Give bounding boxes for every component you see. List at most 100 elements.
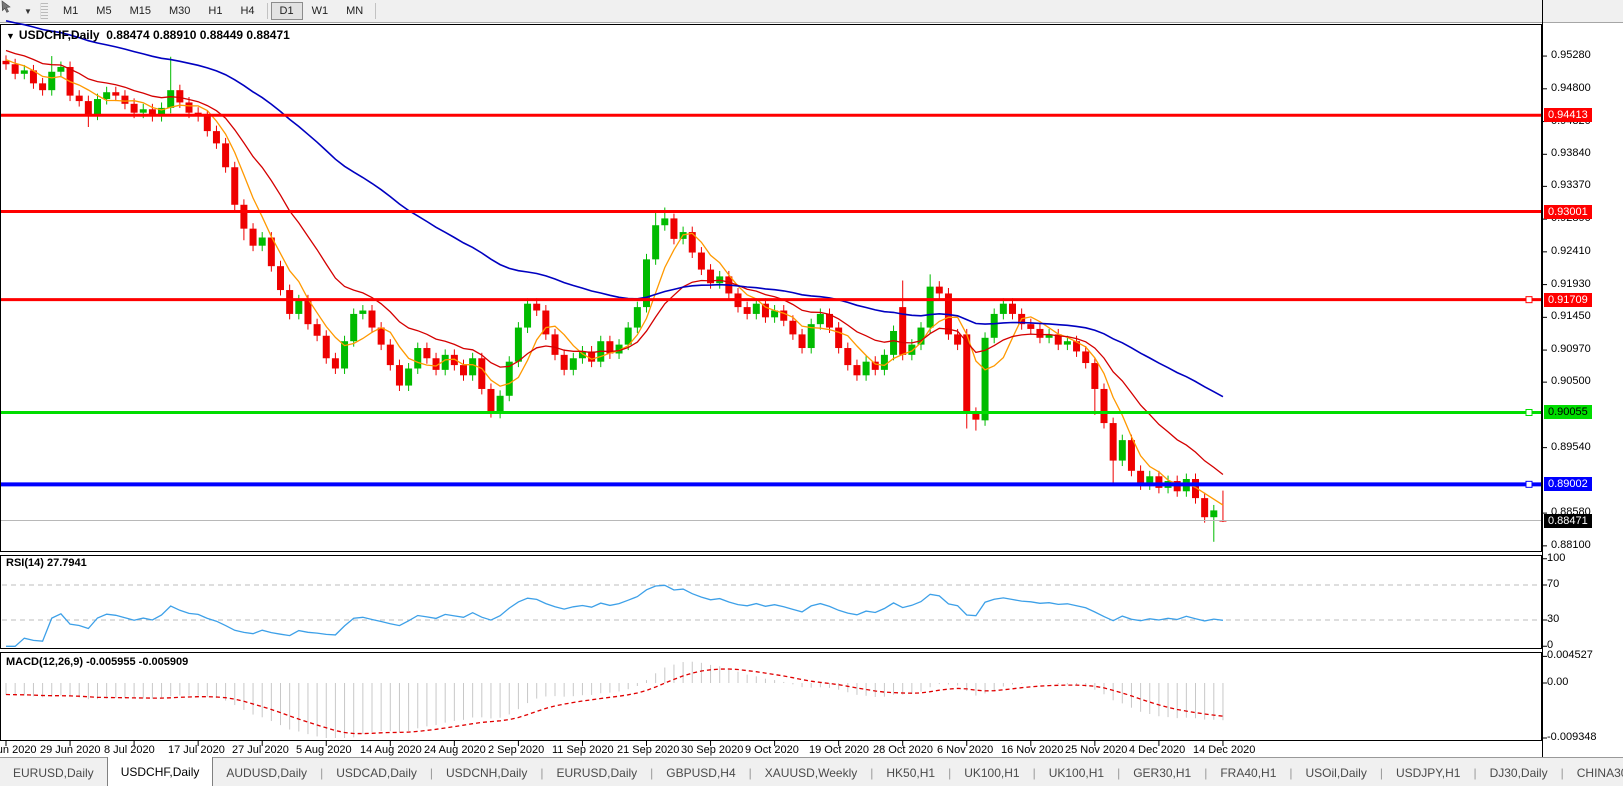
date-axis-label: 25 Nov 2020 (1065, 744, 1128, 756)
tab-separator: | (1032, 765, 1036, 780)
tab-fra40-h1[interactable]: FRA40,H1 (1220, 765, 1277, 780)
main-panel-frame (0, 24, 1542, 552)
candle-body (39, 83, 47, 91)
candle-body (697, 252, 705, 270)
toolbar: ▼ M1 M5 M15 M30 H1 H4 D1 W1 MN (0, 0, 1623, 23)
candle-body (176, 90, 184, 103)
candle-body (258, 237, 266, 246)
collapse-triangle-icon[interactable]: ▼ (6, 31, 15, 41)
tab-usdcad-daily[interactable]: USDCAD,Daily (336, 765, 417, 780)
timeframe-button-m30[interactable]: M30 (168, 5, 191, 17)
price-line-badge-0.89002: 0.89002 (1544, 477, 1592, 491)
tab-dj30-daily[interactable]: DJ30,Daily (1489, 765, 1548, 780)
tab-audusd-daily[interactable]: AUDUSD,Daily (226, 765, 308, 780)
candle-body (899, 307, 907, 355)
candle-body (386, 344, 394, 366)
candle-body (249, 228, 257, 246)
candle-body (341, 341, 349, 369)
chart-title: ▼ USDCHF,Daily 0.88474 0.88910 0.88449 0.… (6, 28, 290, 42)
rsi-axis-label: 30 (1547, 613, 1560, 625)
timeframe-button-d1[interactable]: D1 (270, 2, 303, 20)
chart-tab-bar: EURUSD,Daily USDCHF,Daily AUDUSD,Daily | USD… (0, 757, 1623, 786)
candle-body (112, 92, 120, 96)
tab-separator: | (1289, 765, 1293, 780)
tab-xauusd-weekly[interactable]: XAUUSD,Weekly (764, 765, 858, 780)
candle-body (450, 354, 458, 366)
candle-body (807, 324, 815, 349)
timeframe-button-m15[interactable]: M15 (129, 5, 151, 17)
tab-ger30-h1[interactable]: GER30,H1 (1133, 765, 1192, 780)
date-axis-label: 28 Oct 2020 (873, 744, 933, 756)
candle-body (560, 354, 568, 370)
hline-handle[interactable] (1525, 296, 1533, 304)
tab-usoil-daily[interactable]: USOil,Daily (1305, 765, 1367, 780)
price-line-badge-0.94413: 0.94413 (1544, 108, 1592, 122)
tab-uk100-h1[interactable]: UK100,H1 (964, 765, 1020, 780)
candle-body (395, 365, 403, 386)
candle-body (862, 361, 870, 376)
rsi-axis-label: 100 (1547, 552, 1566, 564)
date-axis-label: 17 Jul 2020 (168, 744, 225, 756)
candle-body (954, 334, 962, 345)
macd-label: MACD(12,26,9) -0.005955 -0.005909 (6, 656, 189, 668)
candle-body (1109, 423, 1117, 461)
tab-china300-h1[interactable]: CHINA300,H1 (1576, 765, 1623, 780)
tab-eurusd-daily[interactable]: EURUSD,Daily (556, 765, 638, 780)
candle-body (963, 334, 971, 413)
macd-signal-line (5, 668, 1224, 735)
candle-body (826, 313, 833, 328)
price-axis-label: 0.92410 (1551, 245, 1591, 257)
timeframe-button-w1[interactable]: W1 (311, 5, 329, 17)
candle-body (368, 310, 376, 328)
tab-hk50-h1[interactable]: HK50,H1 (886, 765, 936, 780)
candle-body (633, 307, 641, 328)
tab-usdjpy-h1[interactable]: USDJPY,H1 (1395, 765, 1461, 780)
tab-separator: | (1204, 765, 1208, 780)
candle-body (222, 143, 230, 168)
timeframe-button-mn[interactable]: MN (346, 5, 364, 17)
candle-body (771, 310, 779, 318)
candle-body (624, 327, 632, 345)
tab-eurusd-daily[interactable]: EURUSD,Daily (13, 765, 94, 780)
candle-body (935, 286, 943, 294)
date-axis-label: 16 Nov 2020 (1001, 744, 1064, 756)
timeframe-button-h1[interactable]: H1 (208, 5, 223, 17)
date-axis-label: 29 Jun 2020 (40, 744, 101, 756)
candle-body (816, 313, 824, 325)
timeframe-button-m1[interactable]: M1 (63, 5, 79, 17)
candle-body (1100, 388, 1108, 424)
candle-body (1082, 351, 1090, 364)
cursor-tool-dropdown-icon[interactable]: ▼ (24, 6, 32, 16)
candle-body (167, 90, 175, 108)
price-axis-label: 0.93370 (1551, 179, 1591, 191)
candle-body (1027, 324, 1035, 329)
candle-body (2, 60, 10, 65)
tab-usdchf-daily[interactable]: USDCHF,Daily (106, 757, 214, 786)
candle-body (75, 95, 83, 102)
rsi-panel-frame (0, 555, 1542, 649)
cursor-tool-icon[interactable] (0, 0, 20, 20)
candle-body (752, 303, 760, 314)
tab-uk100-h1[interactable]: UK100,H1 (1048, 765, 1105, 780)
timeframe-button-m5[interactable]: M5 (96, 5, 112, 17)
date-axis-label: 6 Nov 2020 (937, 744, 994, 756)
price-axis-label: 0.90970 (1551, 343, 1591, 355)
macd-panel-frame (0, 652, 1542, 741)
macd-axis-label: -0.009348 (1547, 731, 1597, 743)
candle-body (1063, 341, 1071, 345)
candle-body (652, 225, 660, 260)
candle-body (148, 109, 156, 117)
candle-body (1073, 341, 1081, 352)
candle-body (331, 358, 339, 369)
timeframe-button-h4[interactable]: H4 (240, 5, 255, 17)
candle-body (295, 300, 303, 314)
candle-body (1118, 440, 1126, 461)
macd-axis-label: 0.004527 (1547, 649, 1593, 661)
tab-gbpusd-h4[interactable]: GBPUSD,H4 (666, 765, 736, 780)
candle-body (743, 307, 751, 314)
candle-body (240, 204, 248, 229)
tab-usdcnh-daily[interactable]: USDCNH,Daily (446, 765, 528, 780)
hline-handle[interactable] (1525, 480, 1533, 488)
hline-handle[interactable] (1525, 408, 1533, 416)
